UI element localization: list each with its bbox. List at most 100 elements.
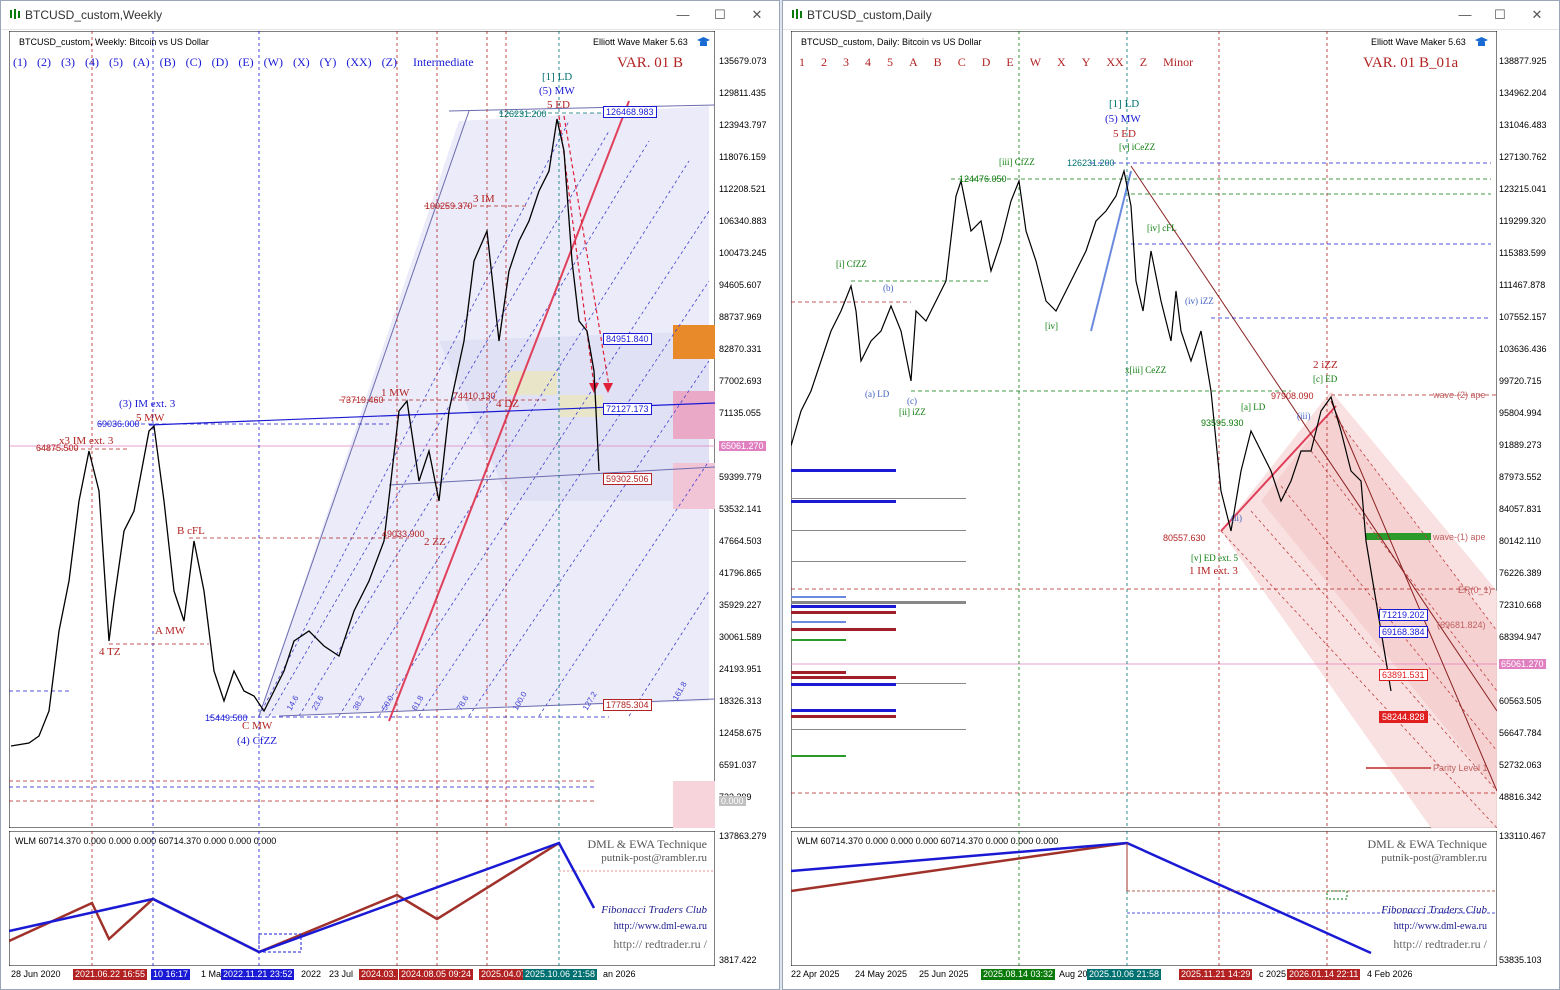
time-label: 23 Jul: [329, 969, 354, 979]
price-tick: 71135.055: [719, 408, 761, 418]
wave-a-ld-2: (a) LD: [865, 389, 890, 399]
price-tick: 47664.503: [719, 536, 762, 546]
side-label-parity: Parity Level 1: [1433, 763, 1488, 773]
label-93595: 93595.930: [1201, 418, 1244, 428]
wave-btn[interactable]: 3: [843, 55, 849, 69]
price-tick: 135679.073: [719, 56, 767, 66]
blue-rising-line: [1090, 170, 1132, 332]
title-bar[interactable]: BTCUSD_custom,Daily — ☐ ✕: [783, 1, 1559, 30]
wave-btn[interactable]: (W): [263, 55, 283, 69]
wave-btn[interactable]: 1: [799, 55, 805, 69]
wave-btn[interactable]: (1): [13, 55, 27, 69]
horizontal-levels: [9, 112, 609, 802]
wave-btn[interactable]: (Z): [381, 55, 397, 69]
chart-window-icon: [792, 9, 802, 19]
close-icon[interactable]: ✕: [751, 7, 763, 22]
time-highlight: 10 16:17: [151, 969, 191, 980]
wave-btn[interactable]: B: [933, 55, 942, 69]
wave-btn[interactable]: XX: [1106, 55, 1124, 69]
wave-btn[interactable]: W: [1029, 55, 1042, 69]
label-69036: 69036.000: [97, 419, 140, 429]
wave-btn[interactable]: (Y): [319, 55, 337, 69]
sub-tick: 137863.279: [719, 831, 767, 841]
sub-tick: 53835.103: [1499, 955, 1542, 965]
wave-btn[interactable]: (E): [238, 55, 254, 69]
time-highlight: 2021.06.22 16:55: [73, 969, 148, 980]
wave-btn[interactable]: (X): [293, 55, 310, 69]
degree-label[interactable]: Minor: [1163, 55, 1194, 69]
wave-2-zz: 2 ZZ: [424, 536, 446, 548]
wave-btn[interactable]: (D): [211, 55, 229, 69]
daily-price-chart[interactable]: 124476.050 126231.200 97908.090 93595.93…: [791, 31, 1497, 828]
price-tick: 77002.693: [719, 376, 762, 386]
wave-iv-cfl: [iv] cFL: [1147, 223, 1177, 233]
wave-btn[interactable]: Y: [1081, 55, 1091, 69]
degree-label[interactable]: Intermediate: [413, 55, 474, 69]
label-126231: 126231.200: [1067, 158, 1115, 168]
sig-site1[interactable]: http://www.dml-ewa.ru: [613, 921, 707, 932]
wave-btn[interactable]: D: [981, 55, 991, 69]
beige-zone-2: [559, 395, 603, 417]
minimize-icon[interactable]: —: [676, 7, 690, 22]
sig-site2[interactable]: http:// redtrader.ru /: [1393, 937, 1487, 951]
time-axis[interactable]: 28 Jun 2020 2021.06.22 16:55 10 16:17 1 …: [9, 969, 715, 983]
wave-btn[interactable]: (B): [159, 55, 176, 69]
wave-toolbar[interactable]: (1) (2) (3) (4) (5) (A) (B) (C) (D) (E) (W) (X) (Y) (…: [13, 55, 484, 70]
price-tick: 87973.552: [1499, 472, 1542, 482]
weekly-chart-window[interactable]: BTCUSD_custom,Weekly — ☐ ✕: [0, 0, 780, 990]
price-tick: 30061.589: [719, 632, 762, 642]
price-tick: 112208.521: [719, 184, 766, 194]
wlm-indicator[interactable]: [9, 831, 715, 966]
title-bar[interactable]: BTCUSD_custom,Weekly — ☐ ✕: [1, 1, 779, 30]
maximize-icon[interactable]: ☐: [1494, 7, 1506, 22]
wave-btn[interactable]: A: [909, 55, 918, 69]
wave-toolbar[interactable]: 1 2 3 4 5 A B C D E W X Y XX Z Minor: [799, 55, 1203, 70]
pink-zone-2: [673, 463, 715, 509]
price-tick: 56647.784: [1499, 728, 1542, 738]
label-49033: 49033.900: [382, 529, 425, 539]
time-highlight: 2026.01.14 22:11: [1287, 969, 1361, 980]
weekly-price-bars: [10, 118, 600, 747]
minimize-icon[interactable]: —: [1458, 7, 1472, 22]
price-axis[interactable]: 135679.073 129811.435 123943.797 118076.…: [719, 56, 779, 816]
wave-btn[interactable]: 4: [865, 55, 871, 69]
price-box: 59302.506: [603, 473, 652, 485]
wave-btn[interactable]: Z: [1139, 55, 1148, 69]
time-axis[interactable]: 22 Apr 2025 24 May 2025 25 Jun 2025 2025…: [791, 969, 1497, 983]
wave-btn[interactable]: (5): [109, 55, 123, 69]
close-icon[interactable]: ✕: [1531, 7, 1543, 22]
signature: DML & EWA Technique putnik-post@rambler.…: [521, 837, 707, 952]
wave-btn[interactable]: (4): [85, 55, 99, 69]
wave-btn[interactable]: (C): [185, 55, 202, 69]
price-tick: 134962.204: [1499, 88, 1547, 98]
wave-btn[interactable]: 5: [887, 55, 893, 69]
price-axis[interactable]: 138877.925 134962.204 131046.483 127130.…: [1499, 56, 1559, 816]
wave-btn[interactable]: C: [957, 55, 966, 69]
weekly-price-chart[interactable]: 126231.200 100259.370 73719.460 74410.13…: [9, 31, 715, 828]
wave-btn[interactable]: E: [1006, 55, 1014, 69]
price-tick: 111467.878: [1499, 280, 1546, 290]
wave-1-ld: [1] LD: [1109, 98, 1139, 110]
wave-btn[interactable]: X: [1057, 55, 1066, 69]
price-tick: 119299.320: [1499, 216, 1546, 226]
sub-tick: 133110.467: [1499, 831, 1546, 841]
label-15449: 15449.500: [205, 713, 248, 723]
sig-site1[interactable]: http://www.dml-ewa.ru: [1393, 921, 1487, 932]
price-tick: 52732.063: [1499, 760, 1542, 770]
sig-email: putnik-post@rambler.ru: [1381, 852, 1487, 864]
sig-site2[interactable]: http:// redtrader.ru /: [613, 937, 707, 951]
wave-4-dz: 4 DZ: [496, 398, 519, 410]
price-box: 63891.531: [1379, 669, 1428, 681]
wave-btn[interactable]: (3): [61, 55, 75, 69]
maximize-icon[interactable]: ☐: [714, 7, 726, 22]
daily-chart-window[interactable]: BTCUSD_custom,Daily — ☐ ✕: [782, 0, 1560, 990]
wlm-box: [258, 933, 302, 953]
wave-btn[interactable]: (A): [133, 55, 150, 69]
wave-btn[interactable]: (XX): [346, 55, 372, 69]
wave-btn[interactable]: 2: [821, 55, 827, 69]
price-tick: 115383.599: [1499, 248, 1546, 258]
wave-btn[interactable]: (2): [37, 55, 51, 69]
wlm-indicator[interactable]: [791, 831, 1497, 966]
price-box: 69168.384: [1379, 626, 1428, 638]
time-highlight: 2024.08.05 09:24: [399, 969, 474, 980]
